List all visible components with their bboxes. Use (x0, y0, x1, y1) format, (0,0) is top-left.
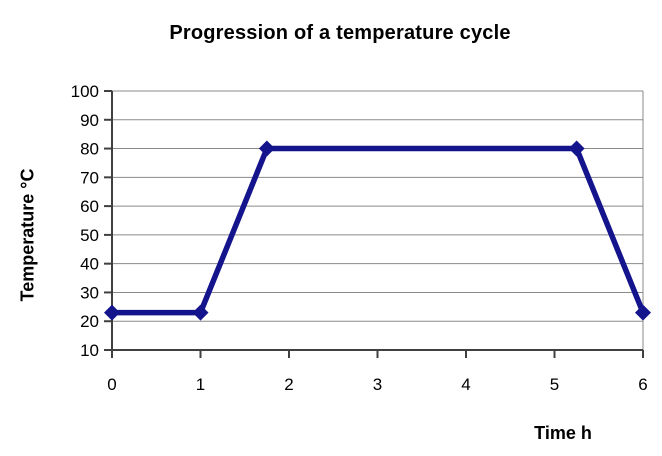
y-tick-label: 40 (80, 255, 99, 274)
x-tick-label: 3 (373, 375, 382, 394)
data-point (104, 304, 120, 321)
data-point (192, 304, 209, 321)
chart-title: Progression of a temperature cycle (169, 22, 511, 44)
y-tick-label: 30 (80, 283, 99, 302)
y-tick-label: 70 (80, 168, 99, 187)
x-tick-label: 6 (638, 375, 647, 394)
data-point (568, 140, 585, 157)
data-point (258, 140, 275, 157)
x-tick-label: 4 (461, 375, 470, 394)
y-tick-label: 60 (80, 197, 99, 216)
x-tick-label: 5 (550, 375, 559, 394)
y-tick-label: 20 (80, 312, 99, 331)
x-tick-label: 2 (284, 375, 293, 394)
data-line (109, 145, 646, 316)
x-tick-label: 1 (196, 375, 205, 394)
y-tick-label: 100 (71, 82, 99, 101)
y-tick-label: 10 (80, 341, 99, 360)
y-tick-label: 80 (80, 140, 99, 159)
y-tick-label: 90 (80, 111, 99, 130)
x-tick-label: 0 (107, 375, 116, 394)
data-point (635, 304, 651, 321)
x-axis-label: Time h (534, 423, 592, 443)
y-tick-label: 50 (80, 226, 99, 245)
